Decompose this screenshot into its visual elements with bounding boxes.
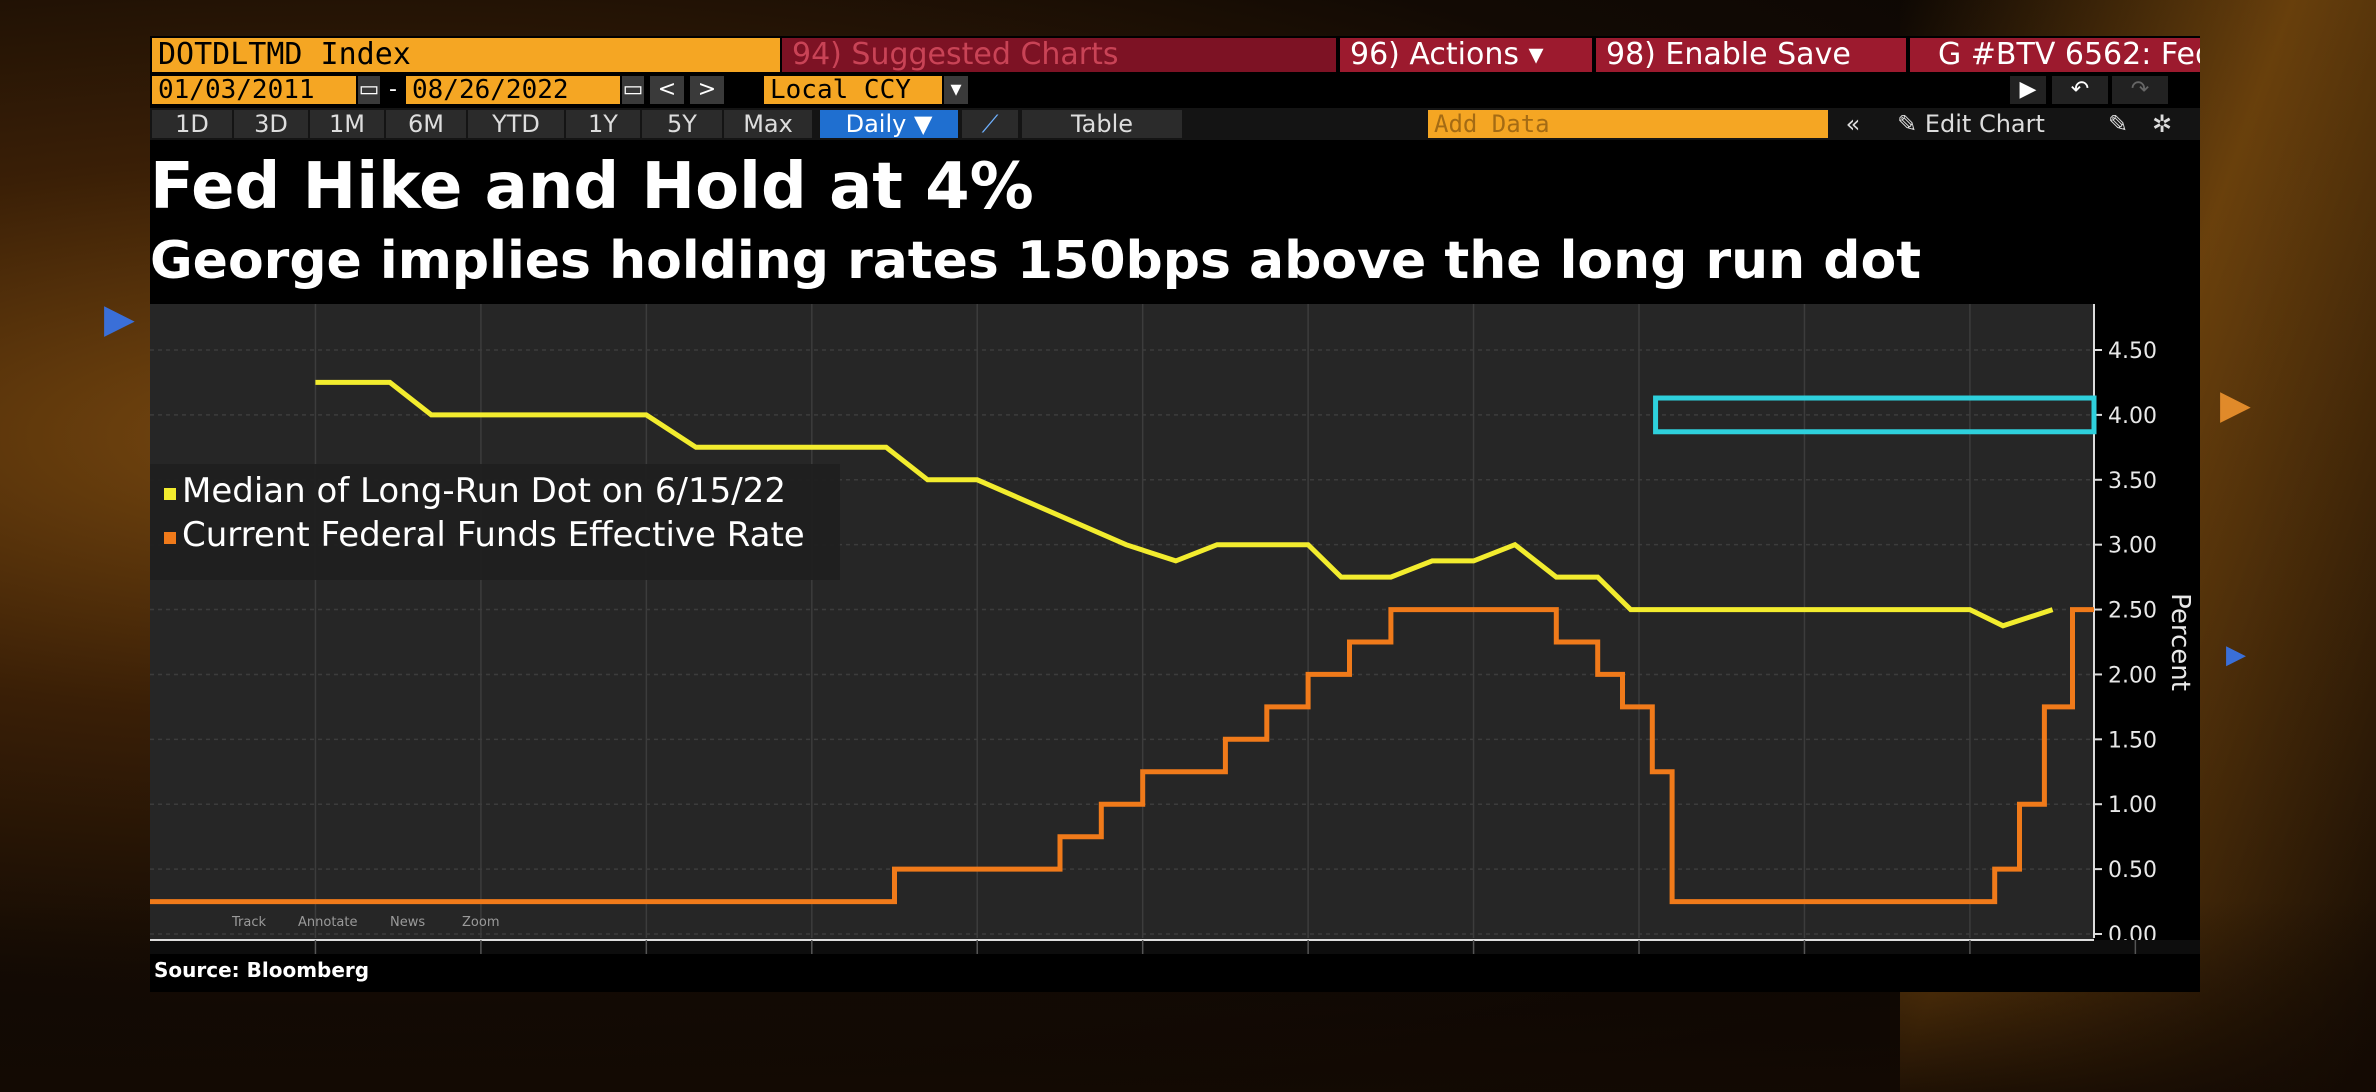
period-1d-button[interactable]: 1D xyxy=(152,110,232,138)
period-3d-button[interactable]: 3D xyxy=(234,110,308,138)
chart-tool-zoom[interactable]: Zoom xyxy=(462,915,499,930)
legend-swatch xyxy=(164,488,176,500)
table-button[interactable]: Table xyxy=(1022,110,1182,138)
legend-label: Median of Long-Run Dot on 6/15/22 xyxy=(182,471,786,511)
collapse-icon[interactable]: « xyxy=(1845,110,1861,138)
legend-label: Current Federal Funds Effective Rate xyxy=(182,515,805,555)
triangle-right-icon: ▶ xyxy=(2226,640,2246,670)
y-axis-label: Percent xyxy=(2165,593,2195,691)
triangle-right-icon: ▶ xyxy=(2220,382,2251,428)
plot-background xyxy=(150,304,2094,948)
enable-save-button[interactable]: 98) Enable Save xyxy=(1596,38,1906,72)
period-1y-button[interactable]: 1Y xyxy=(566,110,640,138)
ticker-field[interactable]: DOTDLTMD Index xyxy=(152,38,780,72)
add-data-input[interactable]: Add Data xyxy=(1428,110,1828,138)
y-tick-label: 1.50 xyxy=(2108,728,2157,753)
y-tick-label: 2.00 xyxy=(2108,663,2157,688)
legend: Median of Long-Run Dot on 6/15/22Current… xyxy=(150,464,840,580)
calendar-icon[interactable]: ▭ xyxy=(358,76,380,104)
bloomberg-chart-panel: DOTDLTMD Index 94) Suggested Charts 96) … xyxy=(150,36,2200,992)
period-1m-button[interactable]: 1M xyxy=(310,110,384,138)
next-period-button[interactable]: > xyxy=(690,76,724,104)
y-tick-label: 1.00 xyxy=(2108,793,2157,818)
chart-tool-track[interactable]: Track xyxy=(231,915,266,930)
line-chart[interactable]: 0.000.501.001.502.002.503.003.504.004.50… xyxy=(150,304,2200,954)
end-date-field[interactable]: 08/26/2022 xyxy=(406,76,620,104)
calendar-icon[interactable]: ▭ xyxy=(622,76,644,104)
suggested-charts-button[interactable]: 94) Suggested Charts xyxy=(782,38,1336,72)
gear-icon[interactable]: ✲ xyxy=(2151,110,2173,138)
period-max-button[interactable]: Max xyxy=(724,110,812,138)
chevron-down-icon[interactable]: ▾ xyxy=(944,76,968,104)
undo-icon[interactable]: ↶ xyxy=(2052,76,2108,104)
y-tick-label: 4.00 xyxy=(2108,404,2157,429)
y-tick-label: 2.50 xyxy=(2108,599,2157,624)
currency-select[interactable]: Local CCY xyxy=(764,76,942,104)
start-date-field[interactable]: 01/03/2011 xyxy=(152,76,356,104)
y-tick-label: 3.50 xyxy=(2108,469,2157,494)
chart-tool-news[interactable]: News xyxy=(390,915,425,930)
line-chart-icon[interactable]: ⟋ xyxy=(962,110,1018,138)
series-line-fed-funds-rate xyxy=(150,607,2094,905)
triangle-right-icon: ▶ xyxy=(104,296,135,342)
edit-icon[interactable]: ✎ xyxy=(2107,110,2129,138)
series-line-long-run-dot xyxy=(315,379,2054,629)
date-range-bar: 01/03/2011 ▭ - 08/26/2022 ▭ < > Local CC… xyxy=(150,76,2200,106)
period-5y-button[interactable]: 5Y xyxy=(642,110,722,138)
legend-background xyxy=(150,464,840,580)
y-tick-label: 0.50 xyxy=(2108,858,2157,883)
legend-swatch xyxy=(164,532,176,544)
target-box xyxy=(1653,395,2097,435)
period-ytd-button[interactable]: YTD xyxy=(468,110,564,138)
x-axis-band xyxy=(150,940,2200,954)
edit-chart-button[interactable]: ✎ Edit Chart xyxy=(1897,110,2045,138)
date-separator: - xyxy=(389,77,397,102)
frequency-select[interactable]: Daily ▼ xyxy=(820,110,958,138)
chart-subtitle: George implies holding rates 150bps abov… xyxy=(150,231,1922,291)
period-6m-button[interactable]: 6M xyxy=(386,110,466,138)
story-tab[interactable]: G #BTV 6562: Fed ... xyxy=(1910,38,2200,72)
source-note: Source: Bloomberg xyxy=(154,958,370,982)
previous-period-button[interactable]: < xyxy=(650,76,684,104)
chart-tool-annotate[interactable]: Annotate xyxy=(298,915,357,930)
play-icon[interactable]: ▶ xyxy=(2010,76,2046,104)
period-toolbar: 1D 3D 1M 6M YTD 1Y 5Y Max Daily ▼ ⟋ Tabl… xyxy=(150,108,2200,140)
y-tick-label: 4.50 xyxy=(2108,339,2157,364)
chart-title: Fed Hike and Hold at 4% xyxy=(150,150,1034,224)
command-bar: DOTDLTMD Index 94) Suggested Charts 96) … xyxy=(150,36,2200,74)
y-tick-label: 3.00 xyxy=(2108,534,2157,559)
redo-icon[interactable]: ↷ xyxy=(2112,76,2168,104)
actions-button[interactable]: 96) Actions ▾ xyxy=(1340,38,1592,72)
